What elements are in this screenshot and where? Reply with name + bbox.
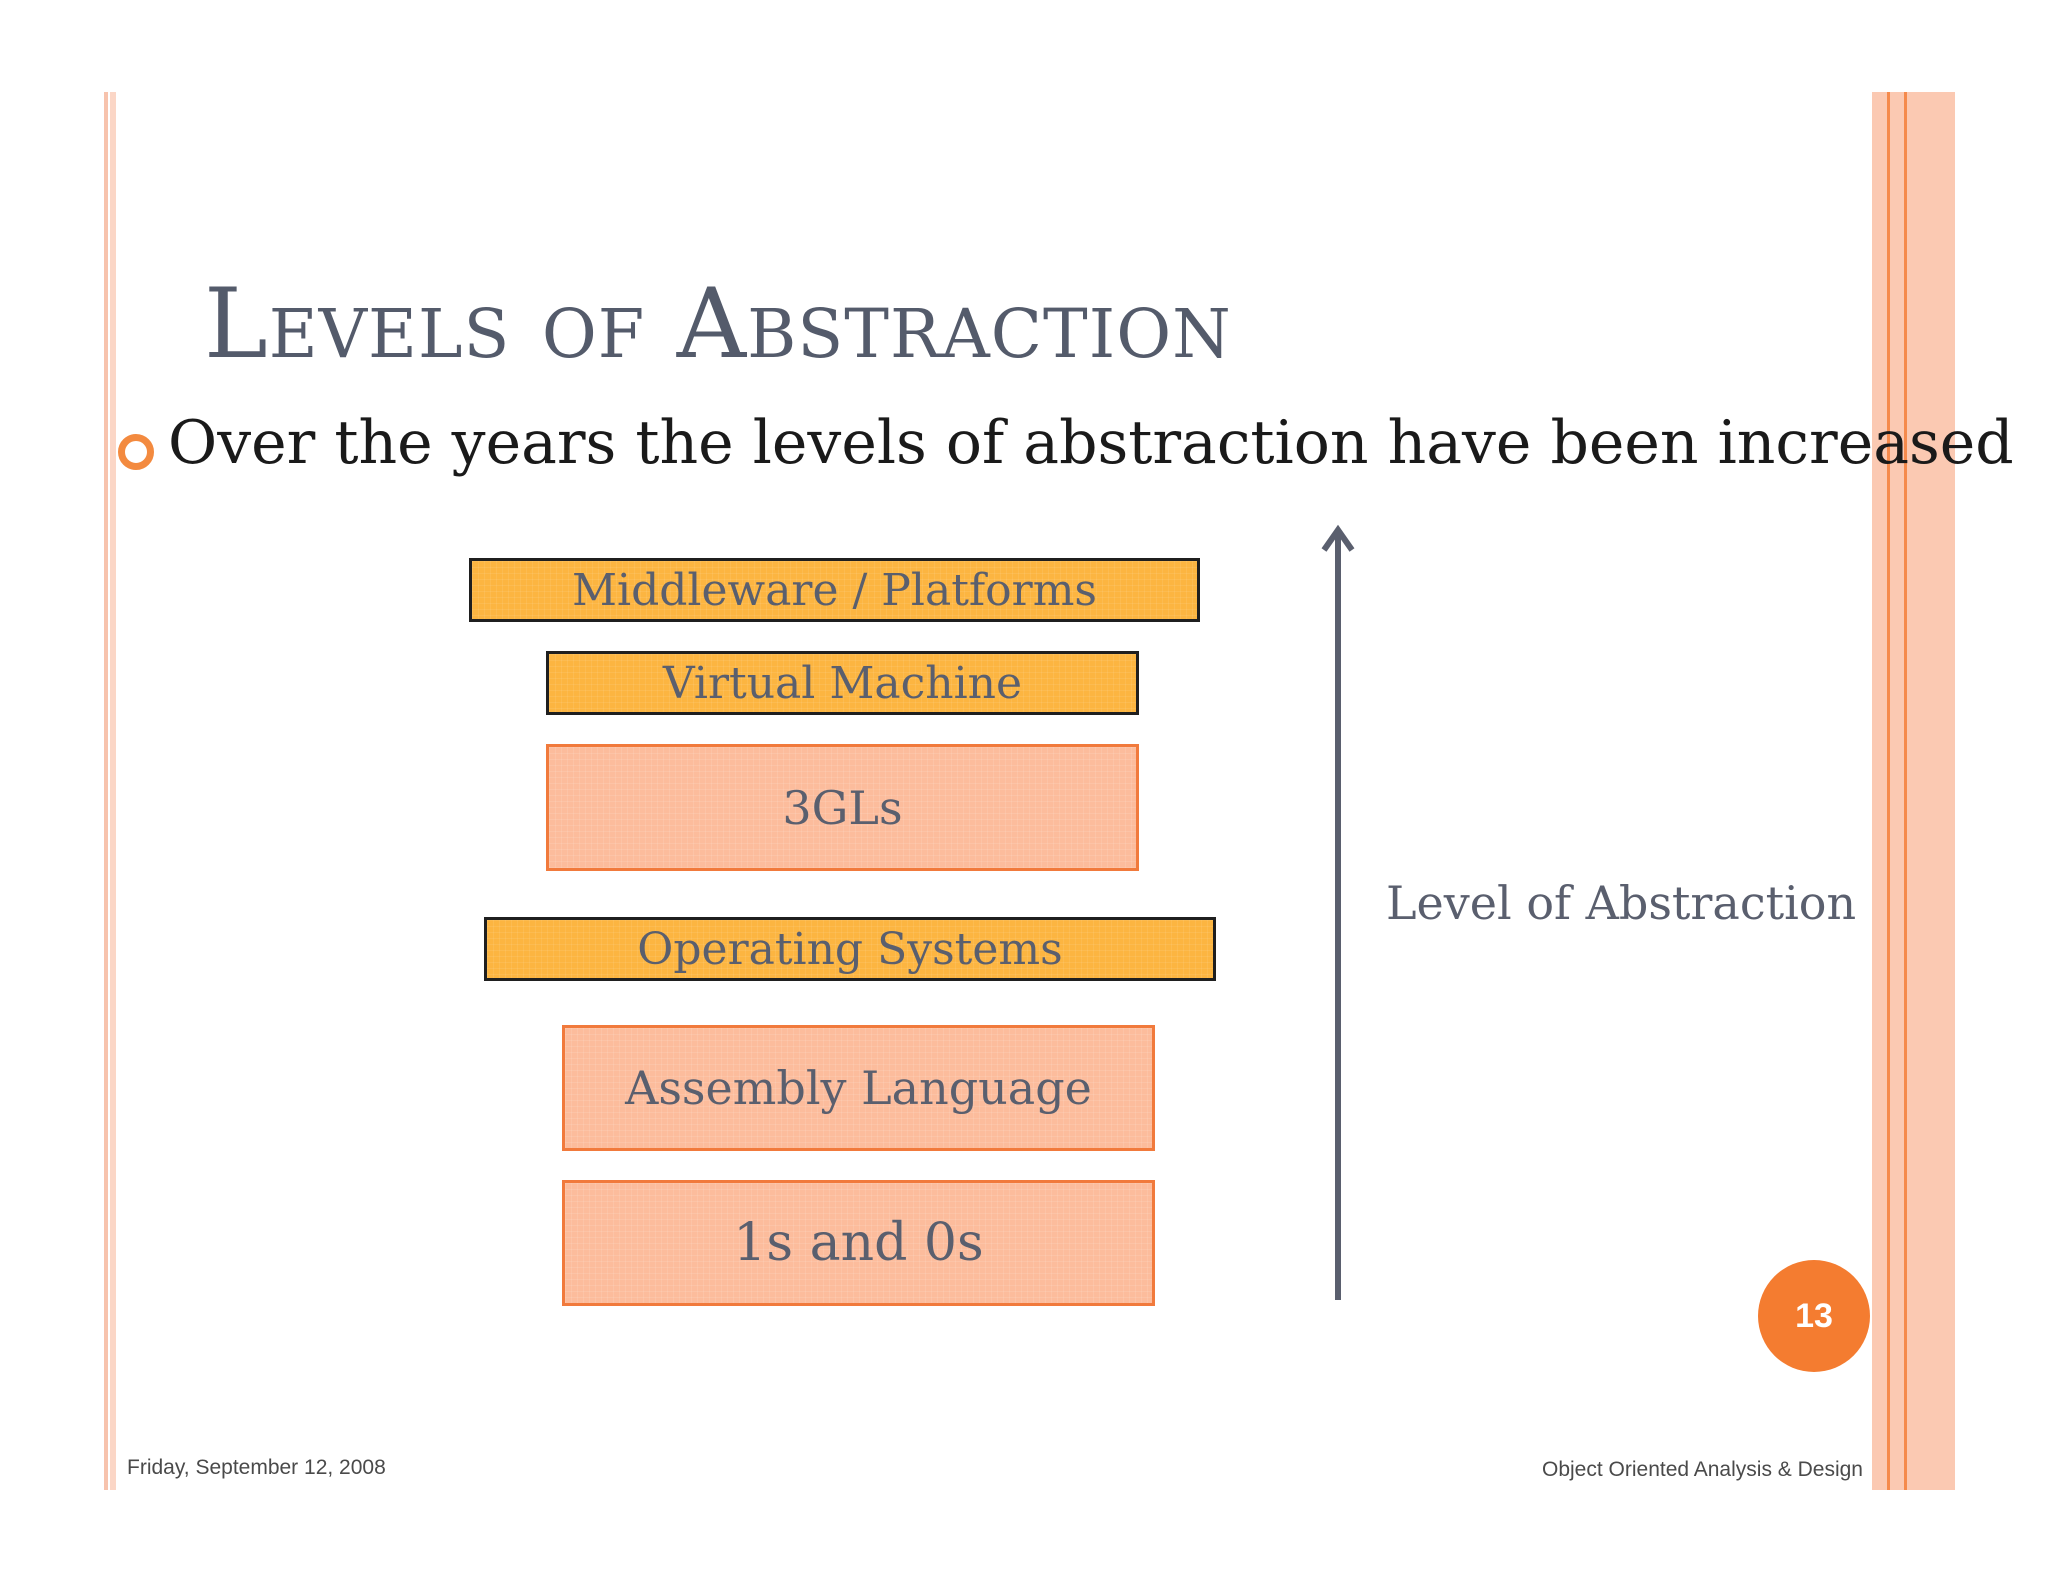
page-number-badge: 13 [1758,1260,1870,1372]
right-border-line [1887,92,1890,1490]
left-border-line [104,92,108,1490]
right-border-band [1872,92,1955,1490]
up-arrow-icon [1321,524,1355,1300]
footer-date: Friday, September 12, 2008 [127,1456,386,1479]
layer-middleware-platforms: Middleware / Platforms [469,558,1200,622]
layer-virtual-machine: Virtual Machine [546,651,1139,715]
layer-1s-and-0s: 1s and 0s [562,1180,1155,1306]
left-border-line-light [110,92,116,1490]
axis-label-level-of-abstraction: Level of Abstraction [1386,876,1857,930]
bullet-circle-icon [118,434,154,470]
layer-assembly-language: Assembly Language [562,1025,1155,1151]
slide-title: Levels of Abstraction [204,268,1232,380]
layer-operating-systems: Operating Systems [484,917,1216,981]
bullet-text: Over the years the levels of abstraction… [168,408,2014,478]
right-border-line-inner [1904,92,1907,1490]
footer-course-title: Object Oriented Analysis & Design [1542,1458,1863,1481]
layer-3gls: 3GLs [546,744,1139,871]
